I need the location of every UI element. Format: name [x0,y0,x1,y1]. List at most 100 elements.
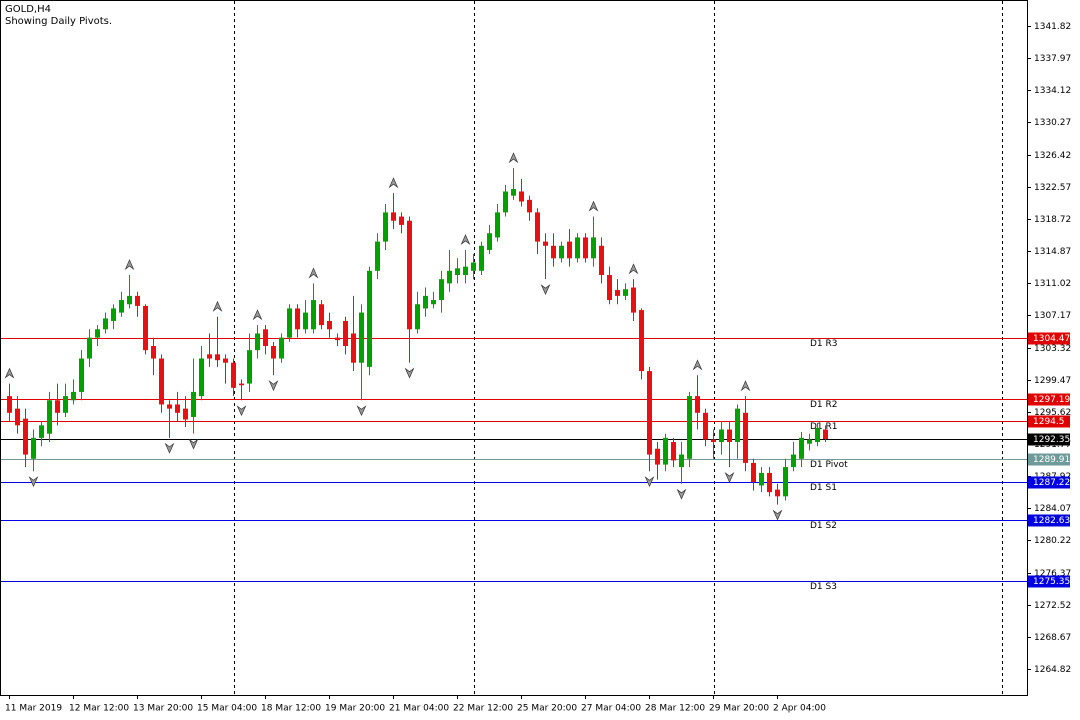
candle-body [383,212,388,242]
candle-body [359,312,364,363]
candle-body [327,320,332,330]
candle-body [527,199,532,213]
candle-body [71,391,76,401]
candle-body [271,345,276,359]
candle-body [647,371,652,455]
candle-body [815,427,820,443]
fractal-up [252,309,263,321]
candle-body [455,268,460,276]
candle-body [703,412,708,440]
y-tick-label: 1318.72 [1034,215,1071,225]
fractal-down [236,405,247,417]
candle-body [791,454,796,468]
price-tag [1028,575,1070,588]
candle-body [759,472,764,486]
candle-body [311,300,316,330]
price-tag-label: 1292.35 [1033,435,1070,445]
candle-body [583,237,588,259]
candle-body [87,337,92,359]
candle-body [655,448,660,465]
candle-body [31,437,36,459]
y-tick-label: 1299.47 [1034,376,1071,386]
candle-body [207,354,212,359]
candle-body [79,358,84,392]
candle-body [215,354,220,361]
candle-body [599,245,604,276]
fractal-down [676,488,687,500]
x-tick-label: 22 Mar 12:00 [453,704,513,714]
candle-body [631,287,636,313]
price-tag [1028,514,1070,527]
fractal-down [268,380,279,392]
x-tick-label: 15 Mar 04:00 [197,704,257,714]
fractal-up [460,234,471,246]
candle-body [175,404,180,413]
candle-body [767,472,772,493]
candle-body [319,304,324,326]
fractal-up [4,367,15,379]
y-tick-label: 1284.07 [1034,504,1071,514]
fractal-down [724,472,735,483]
candle-body [135,295,140,306]
candle-body [7,396,12,413]
candle-body [735,408,740,443]
y-tick-label: 1268.67 [1034,633,1071,643]
candle-body [511,188,516,196]
chart-subtitle: Showing Daily Pivots. [5,16,112,27]
candle-body [143,305,148,351]
price-tag [1028,393,1070,406]
fractal-down [28,476,39,488]
candle-body [63,396,68,413]
x-tick-label: 28 Mar 12:00 [645,704,705,714]
y-tick-label: 1295.62 [1034,408,1071,418]
chart-title: GOLD,H4 [5,4,51,15]
candle-body [423,295,428,309]
fractal-up [388,177,399,189]
candle-body [119,300,124,313]
candle-body [503,191,508,213]
fractal-up [508,152,519,164]
candle-body [183,408,188,420]
candle-body [279,337,284,359]
candle-body [351,333,356,363]
x-tick-label: 11 Mar 2019 [5,704,62,714]
candle-body [391,212,396,221]
price-tag-label: 1294.5 [1033,417,1065,427]
candle-body [415,304,420,330]
y-tick-label: 1337.97 [1034,54,1071,64]
fractal-down [356,405,367,417]
y-tick-label: 1314.87 [1034,247,1071,257]
y-tick-label: 1307.17 [1034,311,1071,321]
candle-body [15,408,20,426]
candle-body [807,439,812,444]
fractal-up [212,300,223,312]
candle-body [247,350,252,384]
candle-body [591,237,596,259]
price-tag-label: 1282.63 [1033,516,1070,526]
candle-body [623,289,628,296]
fractal-down [772,509,783,521]
fractal-down [404,367,415,379]
candle-body [399,216,404,225]
candle-body [719,429,724,443]
candle-body [47,400,52,434]
pivot-label: D1 R1 [810,422,838,432]
price-tag-label: 1275.35 [1033,577,1070,587]
candle-body [551,245,556,259]
price-tag-label: 1287.22 [1033,478,1070,488]
pivot-label: D1 S3 [810,582,837,592]
candle-body [695,396,700,413]
candle-body [799,437,804,459]
y-tick-label: 1334.12 [1034,86,1071,96]
candle-body [711,439,716,443]
x-tick-label: 19 Mar 20:00 [325,704,385,714]
x-tick-label: 13 Mar 20:00 [133,704,193,714]
y-tick-label: 1326.42 [1034,151,1071,161]
candle-body [199,358,204,397]
x-tick-label: 29 Mar 20:00 [709,704,769,714]
candle-body [495,212,500,238]
fractal-down [644,476,655,488]
candle-body [559,245,564,259]
y-tick-label: 1322.57 [1034,183,1071,193]
